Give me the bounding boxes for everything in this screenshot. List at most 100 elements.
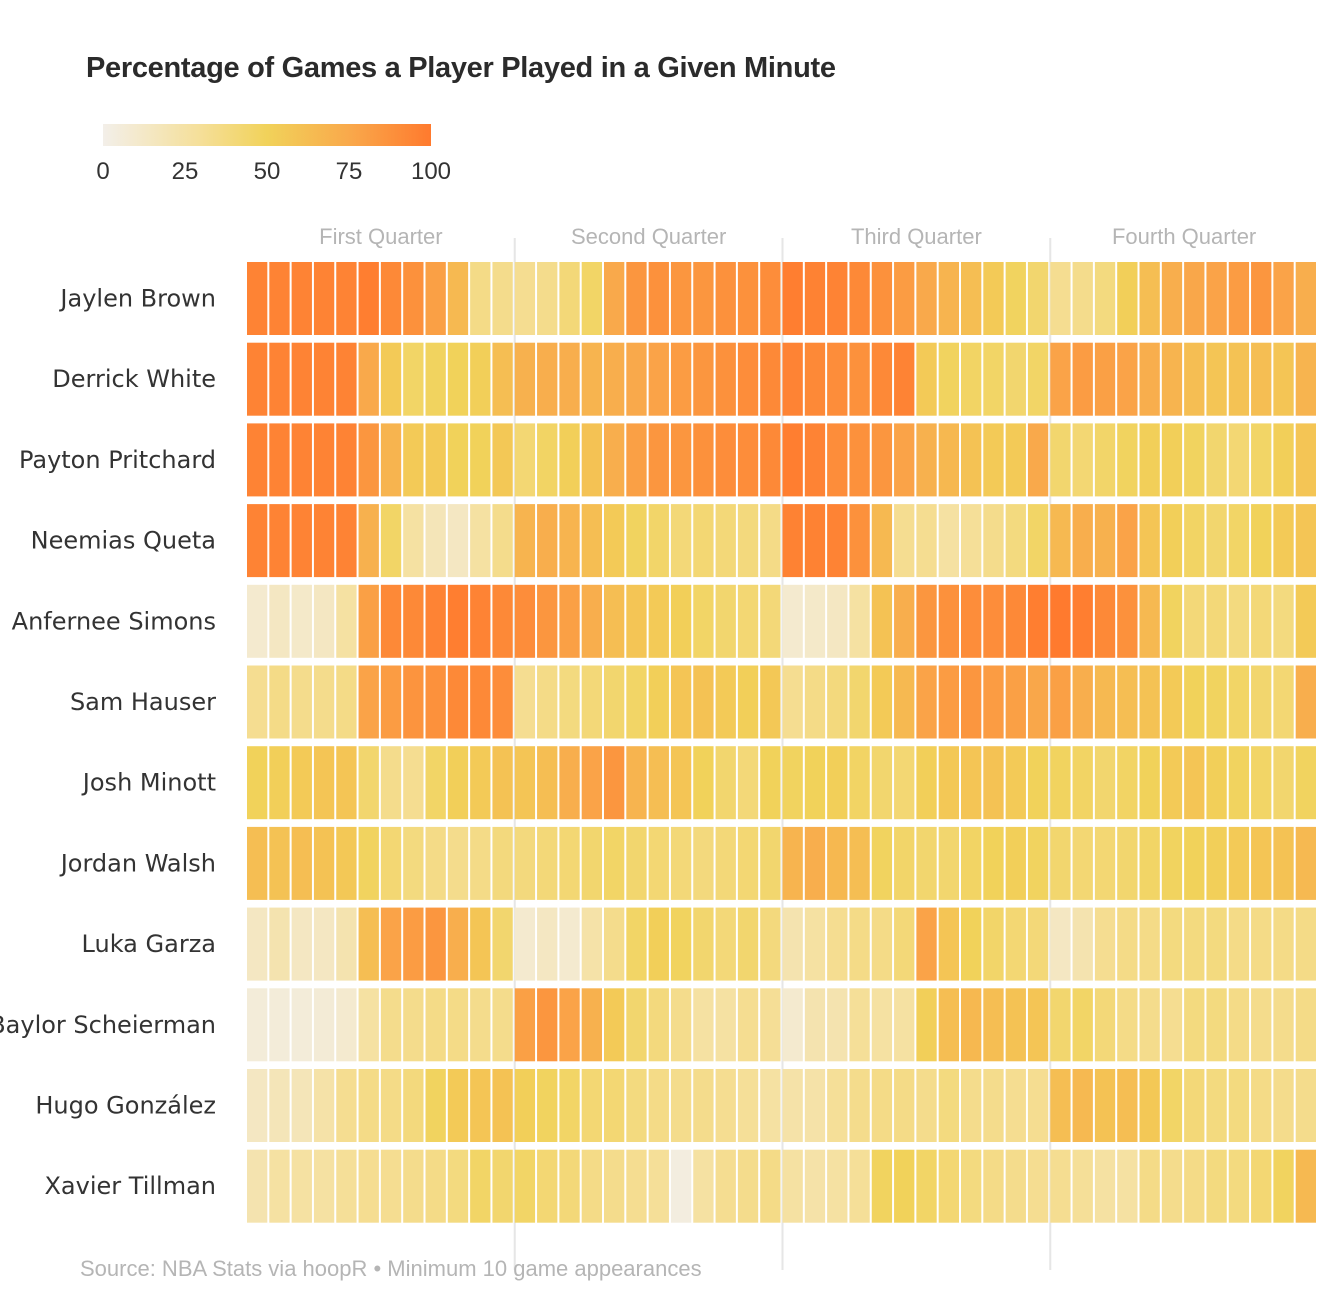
heatmap-cell xyxy=(1295,342,1316,416)
heatmap-cell xyxy=(827,342,848,416)
heatmap-cell xyxy=(1161,1069,1183,1142)
heatmap-cell xyxy=(871,988,893,1062)
heatmap-cell xyxy=(559,1149,580,1223)
heatmap-cell xyxy=(537,504,558,578)
heatmap-cell xyxy=(514,262,536,335)
heatmap-cell xyxy=(492,907,513,981)
heatmap-cell xyxy=(737,746,759,820)
heatmap-cell xyxy=(1050,1149,1071,1223)
heatmap-cell xyxy=(336,746,357,820)
heatmap-cell xyxy=(537,584,558,658)
heatmap-cell xyxy=(670,423,692,497)
heatmap-cell xyxy=(1139,342,1160,416)
heatmap-cell xyxy=(291,907,312,981)
heatmap-cell xyxy=(291,988,312,1062)
heatmap-cell xyxy=(737,423,759,497)
heatmap-cell xyxy=(492,423,513,497)
heatmap-cell xyxy=(1295,988,1316,1062)
heatmap-cell xyxy=(1005,1149,1026,1223)
heatmap-cell xyxy=(470,746,491,820)
heatmap-cell xyxy=(871,826,893,900)
heatmap-cell xyxy=(269,423,290,497)
heatmap-cell xyxy=(1251,907,1272,981)
heatmap-cell xyxy=(380,826,402,900)
player-label: Sam Hauser xyxy=(70,688,216,716)
heatmap-cell xyxy=(737,826,759,900)
heatmap-cell xyxy=(403,262,424,335)
heatmap-cell xyxy=(983,584,1004,658)
heatmap-cell xyxy=(760,665,781,739)
heatmap-cell xyxy=(1251,746,1272,820)
heatmap-cell xyxy=(1139,262,1160,335)
heatmap-cell xyxy=(983,665,1004,739)
heatmap-cell xyxy=(626,746,647,820)
heatmap-cell xyxy=(1273,907,1294,981)
heatmap-cell xyxy=(537,988,558,1062)
heatmap-cell xyxy=(313,1069,335,1142)
heatmap-cell xyxy=(1027,665,1049,739)
heatmap-cell xyxy=(1117,988,1138,1062)
heatmap-cell xyxy=(916,746,937,820)
heatmap-cell xyxy=(1139,504,1160,578)
heatmap-cell xyxy=(1161,342,1183,416)
heatmap-cell xyxy=(1027,423,1049,497)
heatmap-cell xyxy=(782,423,803,497)
heatmap-cell xyxy=(537,262,558,335)
heatmap-cell xyxy=(804,746,826,820)
heatmap-cell xyxy=(782,907,803,981)
heatmap-cell xyxy=(760,1069,781,1142)
heatmap-cell xyxy=(983,1149,1004,1223)
heatmap-cell xyxy=(447,1149,469,1223)
heatmap-cell xyxy=(380,584,402,658)
heatmap-cell xyxy=(1206,504,1227,578)
heatmap-cell xyxy=(983,826,1004,900)
heatmap-cell xyxy=(849,342,870,416)
heatmap-cell xyxy=(894,907,915,981)
heatmap-cell xyxy=(581,826,602,900)
heatmap-cell xyxy=(358,665,379,739)
heatmap-cell xyxy=(715,746,736,820)
heatmap-cell xyxy=(1005,988,1026,1062)
heatmap-cell xyxy=(894,342,915,416)
heatmap-cell xyxy=(670,1069,692,1142)
heatmap-cell xyxy=(1161,423,1183,497)
heatmap-cell xyxy=(604,584,625,658)
heatmap-cell xyxy=(916,584,937,658)
heatmap-cell xyxy=(1161,262,1183,335)
heatmap-cell xyxy=(604,423,625,497)
heatmap-cell xyxy=(1005,342,1026,416)
heatmap-cell xyxy=(894,1069,915,1142)
heatmap-cell xyxy=(1050,988,1071,1062)
heatmap-cell xyxy=(849,1069,870,1142)
player-label: Anfernee Simons xyxy=(12,607,216,635)
heatmap-cell xyxy=(1027,1069,1049,1142)
heatmap-cell xyxy=(1295,1149,1316,1223)
heatmap-cell xyxy=(804,342,826,416)
heatmap-cell xyxy=(1184,1069,1205,1142)
heatmap-cell xyxy=(737,988,759,1062)
heatmap-cell xyxy=(1072,423,1093,497)
heatmap-cell xyxy=(1228,423,1250,497)
heatmap-cell xyxy=(983,746,1004,820)
heatmap-cell xyxy=(961,826,982,900)
heatmap-cell xyxy=(313,584,335,658)
heatmap-cell xyxy=(1228,907,1250,981)
heatmap-cell xyxy=(313,342,335,416)
heatmap-cell xyxy=(737,1149,759,1223)
heatmap-cell xyxy=(782,746,803,820)
legend-tick-label: 25 xyxy=(171,158,199,185)
heatmap-cell xyxy=(938,584,959,658)
heatmap-cell xyxy=(269,342,290,416)
heatmap-cell xyxy=(425,746,446,820)
heatmap-cell xyxy=(1228,826,1250,900)
heatmap-cell xyxy=(804,988,826,1062)
heatmap-cell xyxy=(1027,584,1049,658)
heatmap-cell xyxy=(447,1069,469,1142)
heatmap-cell xyxy=(269,665,290,739)
heatmap-cell xyxy=(1184,826,1205,900)
heatmap-cell xyxy=(648,504,669,578)
heatmap-cell xyxy=(1161,665,1183,739)
heatmap-cell xyxy=(1072,826,1093,900)
heatmap-cell xyxy=(1251,584,1272,658)
heatmap-cell xyxy=(291,423,312,497)
